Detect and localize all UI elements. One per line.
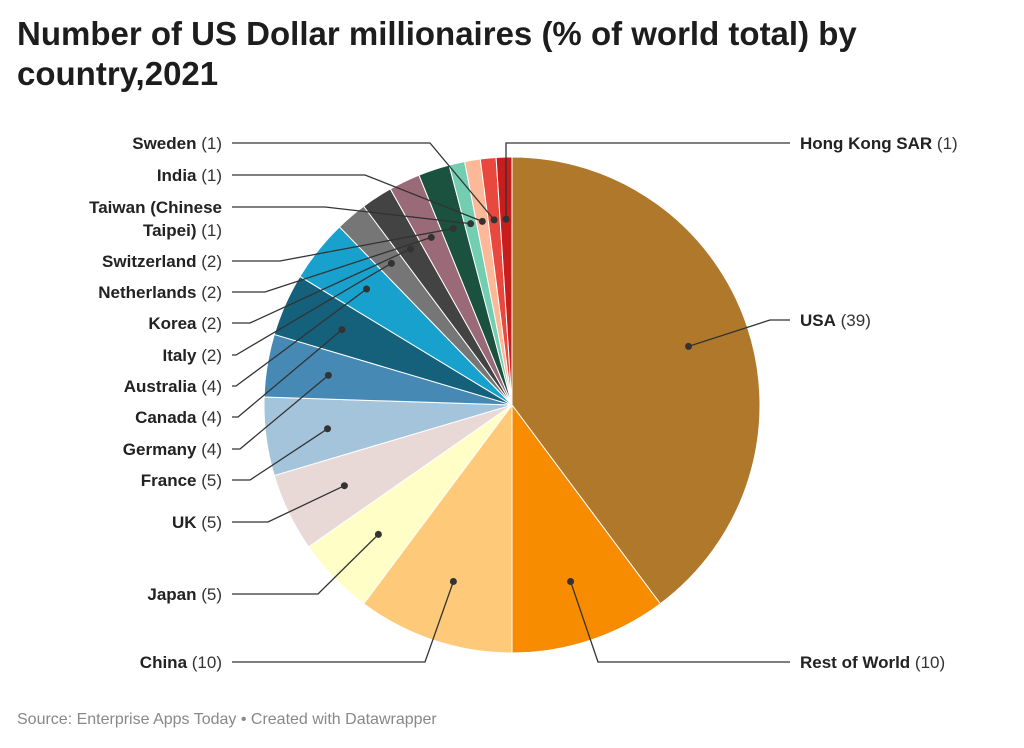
leader-line-16	[505, 142, 790, 220]
leader-line-4	[232, 485, 345, 523]
leader-line-7	[232, 329, 343, 418]
leader-line-13	[232, 206, 471, 225]
chart-title: Number of US Dollar millionaires (% of w…	[17, 15, 857, 92]
slice-dot-13	[467, 220, 475, 228]
slice-dot-4	[340, 482, 348, 490]
slice-label-5: France (5)	[141, 471, 222, 490]
leader-line-9	[232, 262, 392, 356]
slice-label-1: Rest of World (10)	[800, 653, 945, 672]
leader-line-0	[688, 319, 790, 348]
leader-line-1	[569, 581, 790, 663]
pie-slice-2	[362, 403, 513, 654]
slice-dot-0	[685, 342, 693, 350]
leader-line-10	[232, 248, 411, 324]
leader-line-2	[232, 581, 455, 663]
slice-label-13: Taiwan (Chinese Taipei) (1)	[89, 198, 222, 240]
leader-line-14	[232, 174, 483, 222]
slice-label-8: Australia (4)	[124, 377, 222, 396]
slice-dot-6	[324, 371, 332, 379]
slice-label-15: Sweden (1)	[132, 134, 222, 153]
slice-label-12: Switzerland (2)	[102, 252, 222, 271]
slice-dot-8	[363, 285, 371, 293]
slice-dot-1	[567, 578, 575, 586]
slice-label-16: Hong Kong SAR (1)	[800, 134, 958, 153]
slice-label-0: USA (39)	[800, 311, 871, 330]
leader-line-12	[232, 227, 454, 262]
leader-line-6	[232, 374, 329, 450]
leader-line-11	[232, 236, 432, 293]
slice-dot-14	[478, 217, 486, 225]
slice-label-6: Germany (4)	[123, 440, 222, 459]
slice-dot-16	[502, 215, 510, 223]
leader-line-8	[232, 288, 367, 387]
leader-line-3	[232, 533, 379, 595]
slice-dot-12	[449, 224, 457, 232]
slice-dot-2	[449, 578, 457, 586]
slice-dot-5	[324, 425, 332, 433]
leader-line-5	[232, 428, 328, 481]
slice-label-10: Korea (2)	[148, 314, 222, 333]
slice-label-7: Canada (4)	[135, 408, 222, 427]
slice-dot-11	[427, 233, 435, 241]
slice-label-2: China (10)	[140, 653, 222, 672]
leader-line-15	[232, 142, 495, 221]
slice-label-9: Italy (2)	[162, 346, 222, 365]
source-footer: Source: Enterprise Apps Today • Created …	[17, 711, 437, 728]
slice-label-4: UK (5)	[172, 513, 222, 532]
slice-dot-3	[374, 530, 382, 538]
slice-dot-9	[387, 259, 395, 267]
slice-label-14: India (1)	[157, 166, 222, 185]
slice-dot-10	[407, 245, 415, 253]
slice-label-3: Japan (5)	[147, 585, 222, 604]
slice-label-11: Netherlands (2)	[98, 283, 222, 302]
slice-dot-15	[490, 216, 498, 224]
slice-dot-7	[338, 326, 346, 334]
